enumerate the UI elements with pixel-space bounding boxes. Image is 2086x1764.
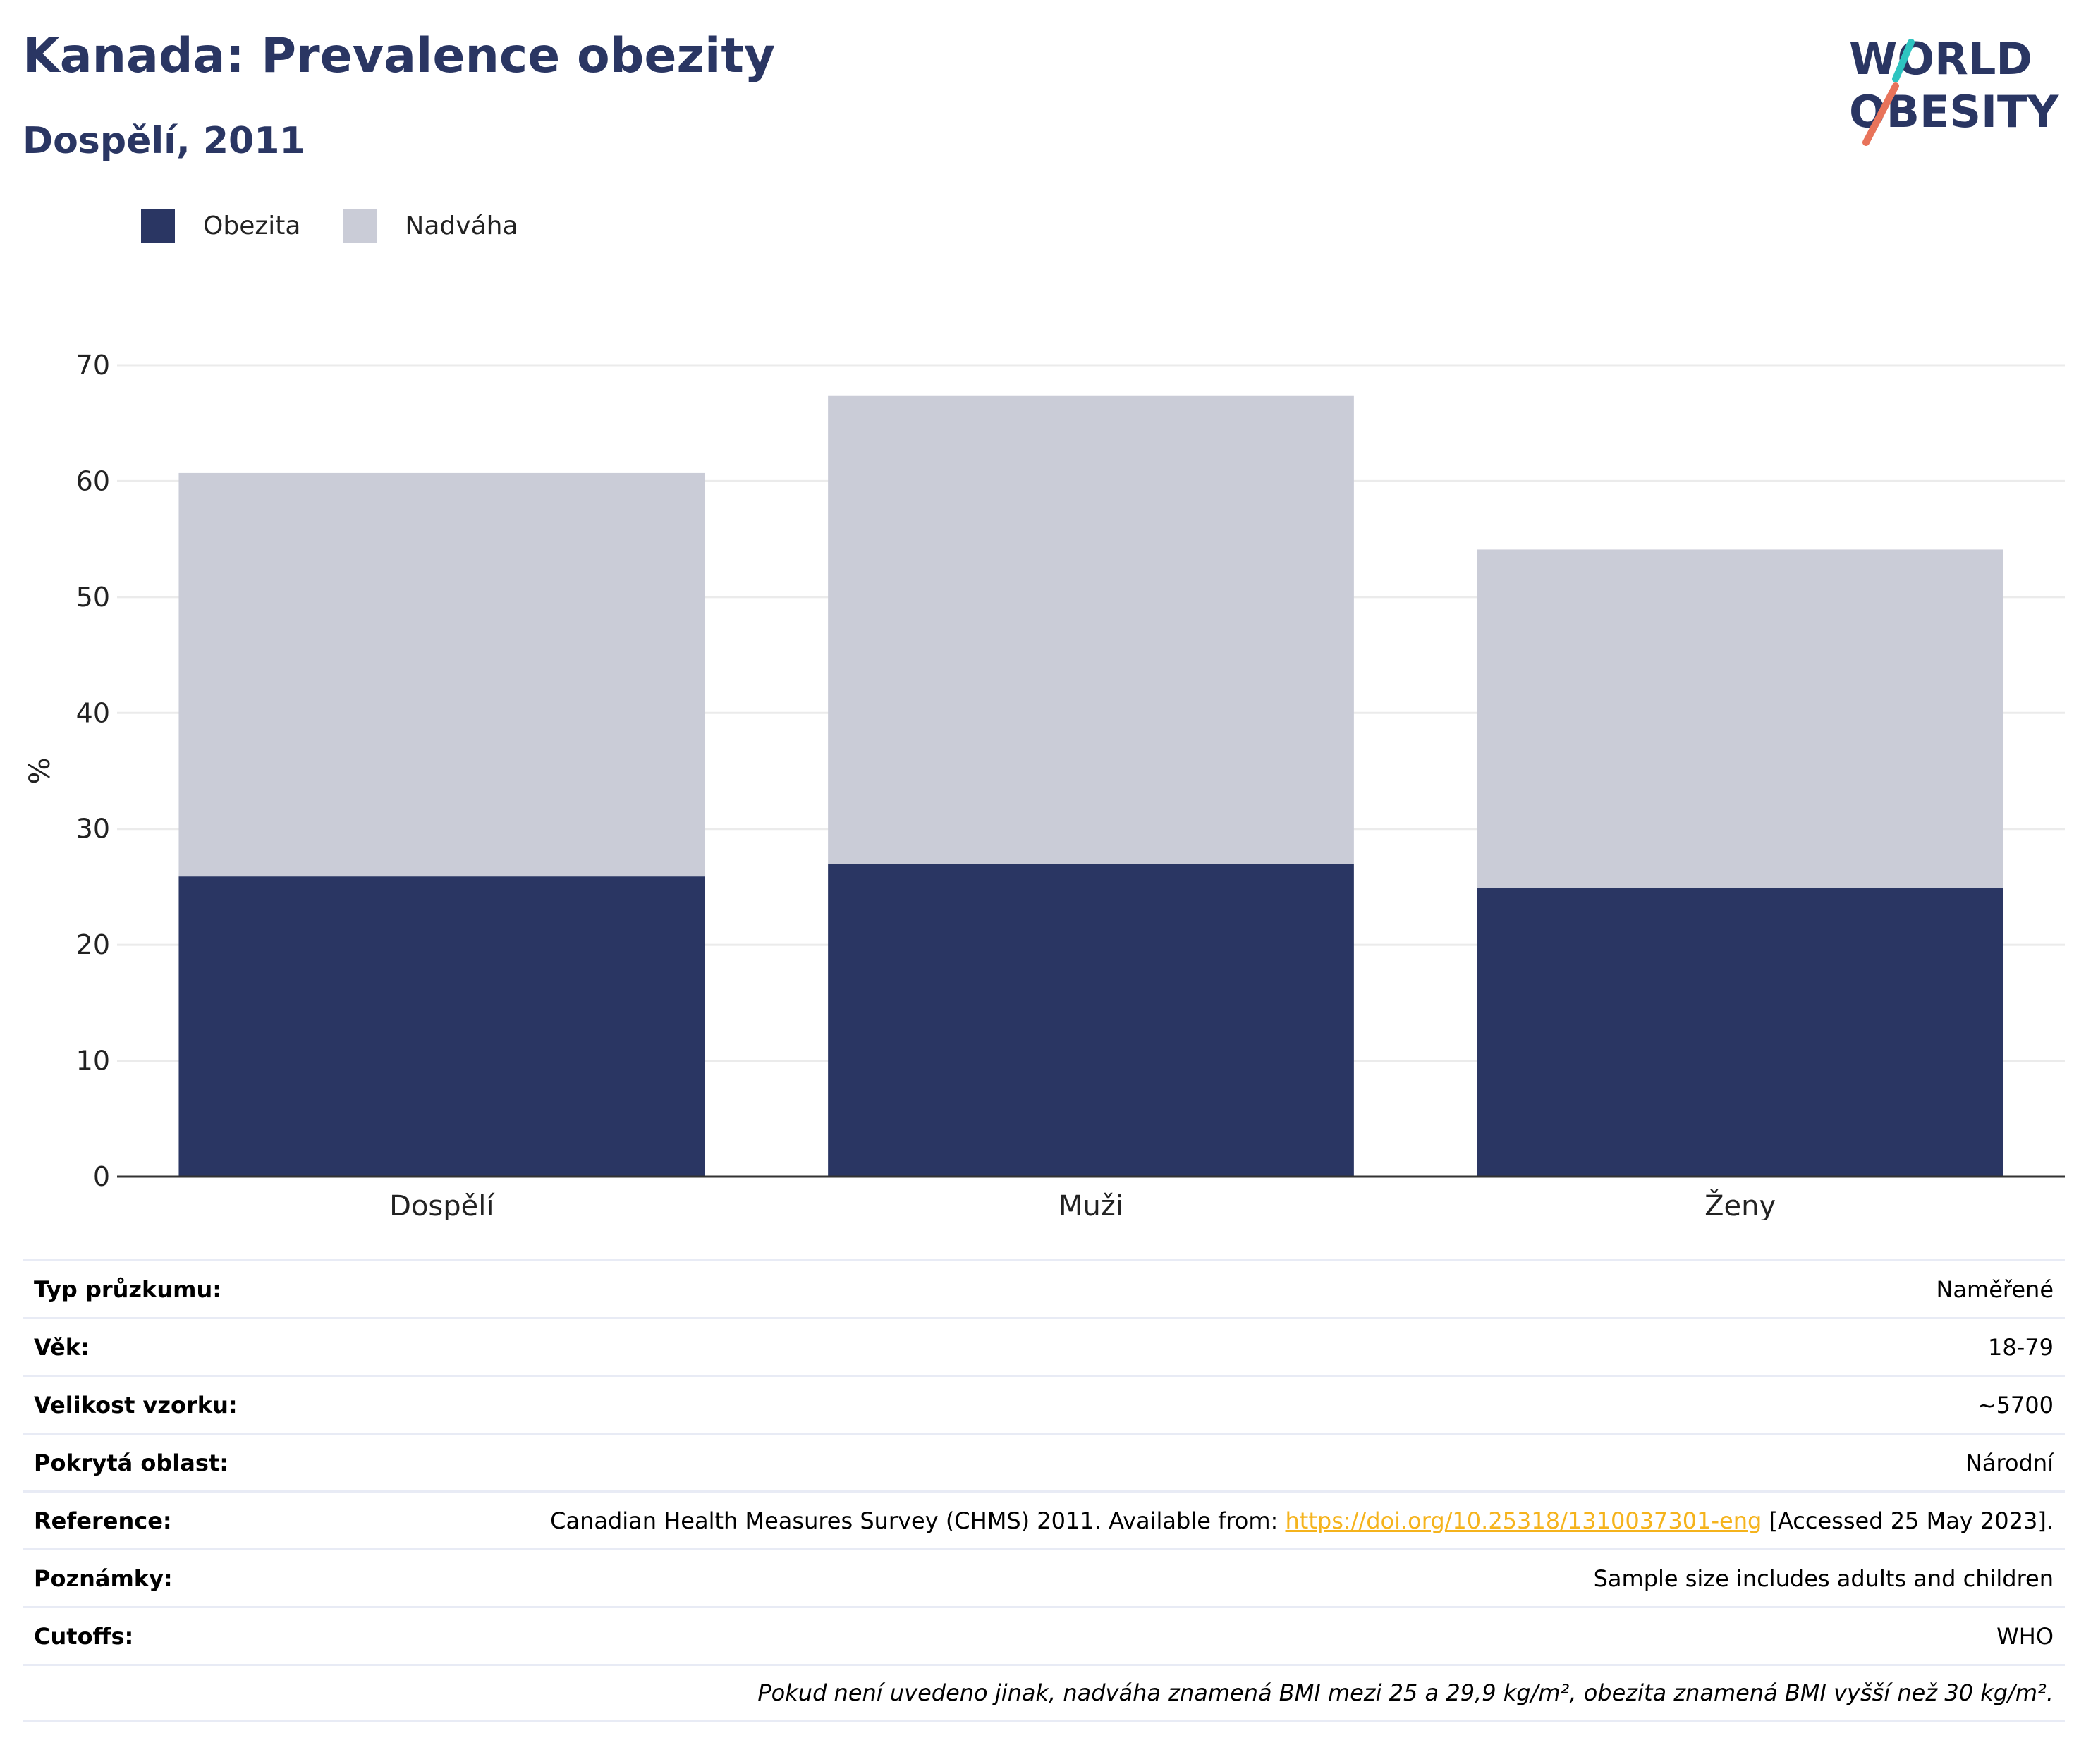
y-tick-label: 70	[76, 350, 110, 381]
info-row-notes: Poznámky: Sample size includes adults an…	[23, 1548, 2065, 1606]
y-tick-label: 0	[93, 1161, 110, 1192]
reference-text: Canadian Health Measures Survey (CHMS) 2…	[550, 1507, 1286, 1534]
y-axis-label: %	[24, 757, 56, 784]
y-tick-label: 40	[76, 697, 110, 728]
info-key: Velikost vzorku:	[34, 1391, 238, 1419]
y-tick-label: 20	[76, 929, 110, 960]
x-tick-label: Dospělí	[389, 1190, 495, 1220]
info-value: Národní	[1965, 1449, 2054, 1476]
survey-info-table: Typ průzkumu: Naměřené Věk: 18-79 Veliko…	[23, 1259, 2065, 1722]
info-key: Reference:	[34, 1507, 172, 1534]
bar-nadvaha	[1477, 549, 2003, 888]
info-row-reference: Reference: Canadian Health Measures Surv…	[23, 1490, 2065, 1548]
footnote: Pokud není uvedeno jinak, nadváha znamen…	[757, 1679, 2054, 1706]
page-subtitle: Dospělí, 2011	[23, 120, 305, 162]
info-key: Pokrytá oblast:	[34, 1449, 228, 1476]
info-row-footnote: Pokud není uvedeno jinak, nadváha znamen…	[23, 1664, 2065, 1722]
x-tick-label: Ženy	[1704, 1189, 1776, 1220]
legend-swatch-obezita	[141, 209, 175, 243]
y-tick-label: 30	[76, 814, 110, 845]
page-title: Kanada: Prevalence obezity	[23, 28, 776, 84]
info-value: WHO	[1996, 1622, 2054, 1650]
bar-nadvaha	[178, 472, 705, 877]
info-key: Věk:	[34, 1333, 90, 1361]
info-value: Sample size includes adults and children	[1593, 1564, 2054, 1592]
world-obesity-logo: WORLD OBESITY	[1849, 33, 2059, 146]
legend-label: Nadváha	[405, 211, 518, 240]
info-row-sample-size: Velikost vzorku: ~5700	[23, 1375, 2065, 1433]
info-key: Poznámky:	[34, 1564, 173, 1592]
info-value: Canadian Health Measures Survey (CHMS) 2…	[550, 1507, 2054, 1534]
info-key: Typ průzkumu:	[34, 1275, 222, 1303]
info-row-age: Věk: 18-79	[23, 1317, 2065, 1375]
legend-swatch-nadvaha	[343, 209, 377, 243]
x-tick-label: Muži	[1059, 1190, 1123, 1220]
stacked-bar-chart: 0 10 20 30 40 50 60 70% Dospělí Muži Ženy	[24, 350, 2065, 1220]
y-tick-label: 60	[76, 465, 110, 496]
chart-legend: Obezita Nadváha	[141, 209, 561, 243]
info-row-area: Pokrytá oblast: Národní	[23, 1433, 2065, 1490]
legend-item-obezita[interactable]: Obezita	[141, 209, 300, 243]
info-value: ~5700	[1977, 1391, 2054, 1419]
reference-link[interactable]: https://doi.org/10.25318/1310037301-eng	[1285, 1507, 1762, 1534]
logo-slash-teal	[1892, 39, 1915, 82]
y-tick-label: 10	[76, 1046, 110, 1077]
bar-nadvaha	[828, 395, 1354, 864]
info-row-cutoffs: Cutoffs: WHO	[23, 1606, 2065, 1664]
info-value: Naměřené	[1936, 1275, 2054, 1303]
legend-label: Obezita	[203, 211, 301, 240]
reference-accessed: [Accessed 25 May 2023].	[1762, 1507, 2054, 1534]
bar-obezita	[178, 876, 705, 1177]
logo-word-world: WORLD	[1849, 33, 2032, 85]
info-key: Cutoffs:	[34, 1622, 134, 1650]
bar-obezita	[828, 864, 1354, 1177]
legend-item-nadvaha[interactable]: Nadváha	[343, 209, 518, 243]
info-value: 18-79	[1988, 1333, 2054, 1361]
y-tick-label: 50	[76, 582, 110, 613]
info-row-survey-type: Typ průzkumu: Naměřené	[23, 1259, 2065, 1317]
bar-obezita	[1477, 888, 2003, 1177]
logo-slash-coral	[1862, 82, 1899, 146]
